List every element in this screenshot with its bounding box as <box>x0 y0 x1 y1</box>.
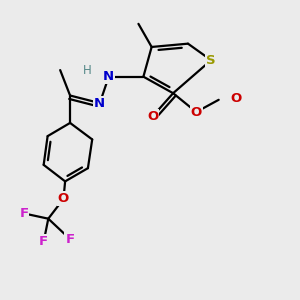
Text: N: N <box>94 97 105 110</box>
Text: O: O <box>231 92 242 105</box>
Text: F: F <box>39 235 48 248</box>
Text: O: O <box>147 110 158 123</box>
Text: F: F <box>19 207 28 220</box>
Text: F: F <box>65 233 75 246</box>
Text: O: O <box>190 106 202 118</box>
Text: S: S <box>206 54 216 67</box>
Text: N: N <box>103 70 114 83</box>
Text: H: H <box>83 64 92 77</box>
Text: O: O <box>58 192 69 206</box>
